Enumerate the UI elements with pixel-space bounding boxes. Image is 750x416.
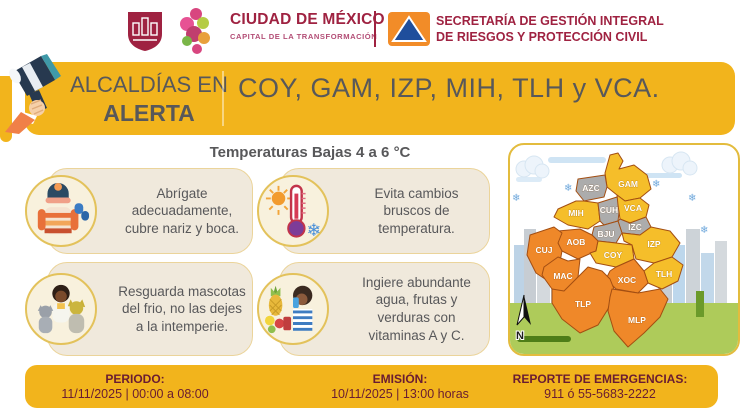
advice-card-pets: Resguarda mascotas del frio, no las deje… <box>25 262 253 356</box>
svg-text:❄: ❄ <box>700 225 708 236</box>
svg-text:❄: ❄ <box>512 193 520 204</box>
banner-divider <box>222 71 224 126</box>
north-label: N <box>516 330 524 342</box>
cdmx-shield-icon <box>128 12 162 51</box>
left-accent-bar <box>0 76 12 142</box>
svg-text:TLH: TLH <box>656 269 673 279</box>
cdmx-alert-map: ❄❄❄ ❄❄❄ <box>508 143 740 356</box>
svg-text:CUJ: CUJ <box>535 245 552 255</box>
header: CIUDAD DE MÉXICO CAPITAL DE LA TRANSFORM… <box>0 0 750 58</box>
svg-text:AZC: AZC <box>582 183 599 193</box>
alert-banner: ALCALDÍAS EN ALERTA COY, GAM, IZP, MIH, … <box>25 62 735 135</box>
svg-text:COY: COY <box>604 250 623 260</box>
cloud-icon <box>515 151 698 179</box>
winter-clothes-icon <box>37 182 90 235</box>
svg-text:TLP: TLP <box>575 299 591 309</box>
advice-text: Ingiere abundante agua, frutas y verdura… <box>362 274 471 343</box>
proteccion-civil-icon <box>388 12 430 46</box>
fruits-water-icon <box>264 285 313 334</box>
advice-text: Resguarda mascotas del frio, no las deje… <box>118 283 246 334</box>
svg-text:MIH: MIH <box>568 208 584 218</box>
alcaldias-list: COY, GAM, IZP, MIH, TLH y VCA. <box>238 73 660 103</box>
svg-text:GAM: GAM <box>618 179 638 189</box>
header-divider <box>374 11 376 47</box>
footer-emision: EMISIÓN: 10/11/2025 | 13:00 horas <box>331 372 469 401</box>
svg-text:❄: ❄ <box>652 179 660 190</box>
footer-emergencias: REPORTE DE EMERGENCIAS: 911 ó 55-5683-22… <box>512 372 688 401</box>
advice-card-temperature: ❄ Evita cambios bruscos de temperatura. <box>257 168 490 254</box>
brand-title: CIUDAD DE MÉXICO <box>230 11 385 28</box>
advice-text: Evita cambios bruscos de temperatura. <box>374 185 459 236</box>
alert-label: ALCALDÍAS EN ALERTA <box>70 72 228 126</box>
svg-text:❄: ❄ <box>307 220 322 240</box>
advice-card-hydration: Ingiere abundante agua, frutas y verdura… <box>257 262 490 356</box>
svg-text:MAC: MAC <box>553 271 572 281</box>
svg-text:MLP: MLP <box>628 315 646 325</box>
advice-card-clothing: Abrígate adecuadamente, cubre nariz y bo… <box>25 168 253 254</box>
cdmx-colorful-logo-icon <box>180 8 210 54</box>
north-arrow-icon: N <box>515 294 531 343</box>
svg-text:CUH: CUH <box>600 205 618 215</box>
svg-text:XOC: XOC <box>618 275 636 285</box>
svg-text:IZC: IZC <box>628 222 642 232</box>
svg-text:❄: ❄ <box>564 183 572 194</box>
svg-text:IZP: IZP <box>647 239 661 249</box>
svg-text:VCA: VCA <box>624 203 642 213</box>
temperature-heading: Temperaturas Bajas 4 a 6 °C <box>209 144 411 161</box>
footer-periodo: PERIODO: 11/11/2025 | 00:00 a 08:00 <box>61 372 209 401</box>
svg-text:❄: ❄ <box>688 193 696 204</box>
pets-icon <box>37 284 86 334</box>
svg-text:AOB: AOB <box>567 237 586 247</box>
svg-text:BJU: BJU <box>597 229 614 239</box>
footer-bar: PERIODO: 11/11/2025 | 00:00 a 08:00 EMIS… <box>25 365 718 408</box>
megaphone-icon <box>5 54 61 134</box>
thermometer-sun-snow-icon: ❄ <box>265 184 322 240</box>
secretariat-title: SECRETARÍA DE GESTIÓN INTEGRAL DE RIESGO… <box>436 14 664 45</box>
brand-subtitle: CAPITAL DE LA TRANSFORMACIÓN <box>230 32 378 41</box>
advice-text: Abrígate adecuadamente, cubre nariz y bo… <box>124 185 240 236</box>
